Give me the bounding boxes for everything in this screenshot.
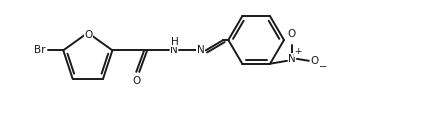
Text: N: N [288, 54, 296, 64]
Text: +: + [294, 48, 302, 56]
Text: O: O [310, 56, 319, 66]
Text: N: N [170, 45, 178, 55]
Text: O: O [132, 76, 140, 86]
Text: O: O [288, 29, 296, 39]
Text: N: N [197, 45, 205, 55]
Text: H: H [171, 37, 179, 47]
Text: −: − [319, 62, 327, 72]
Text: Br: Br [34, 45, 45, 55]
Text: O: O [85, 30, 93, 40]
